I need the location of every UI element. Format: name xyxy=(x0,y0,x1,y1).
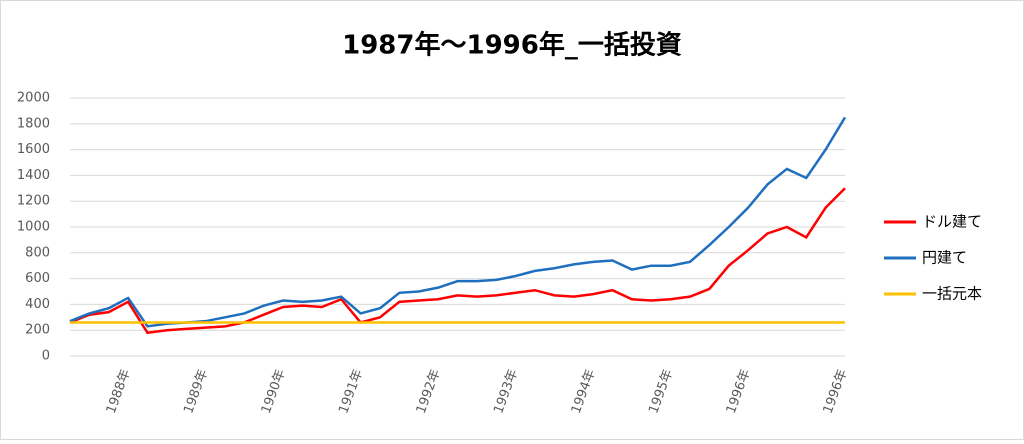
y-tick-label: 400 xyxy=(25,297,50,312)
series-line xyxy=(69,187,846,335)
y-tick-label: 1200 xyxy=(17,194,50,209)
legend-label: 一括元本 xyxy=(922,285,982,303)
y-tick-label: 600 xyxy=(25,271,50,286)
y-tick-label: 200 xyxy=(25,323,50,338)
y-tick-label: 2000 xyxy=(17,91,50,106)
y-tick-label: 800 xyxy=(25,245,50,260)
y-tick-label: 1400 xyxy=(17,168,50,183)
y-tick-label: 1600 xyxy=(17,142,50,157)
y-tick-label: 0 xyxy=(42,349,50,364)
y-tick-label: 1800 xyxy=(17,116,50,131)
chart-title: 1987年～1996年_一括投資 xyxy=(342,30,682,61)
legend-label: ドル建て xyxy=(922,213,982,231)
legend-label: 円建て xyxy=(922,249,967,267)
y-tick-label: 1000 xyxy=(17,220,50,235)
